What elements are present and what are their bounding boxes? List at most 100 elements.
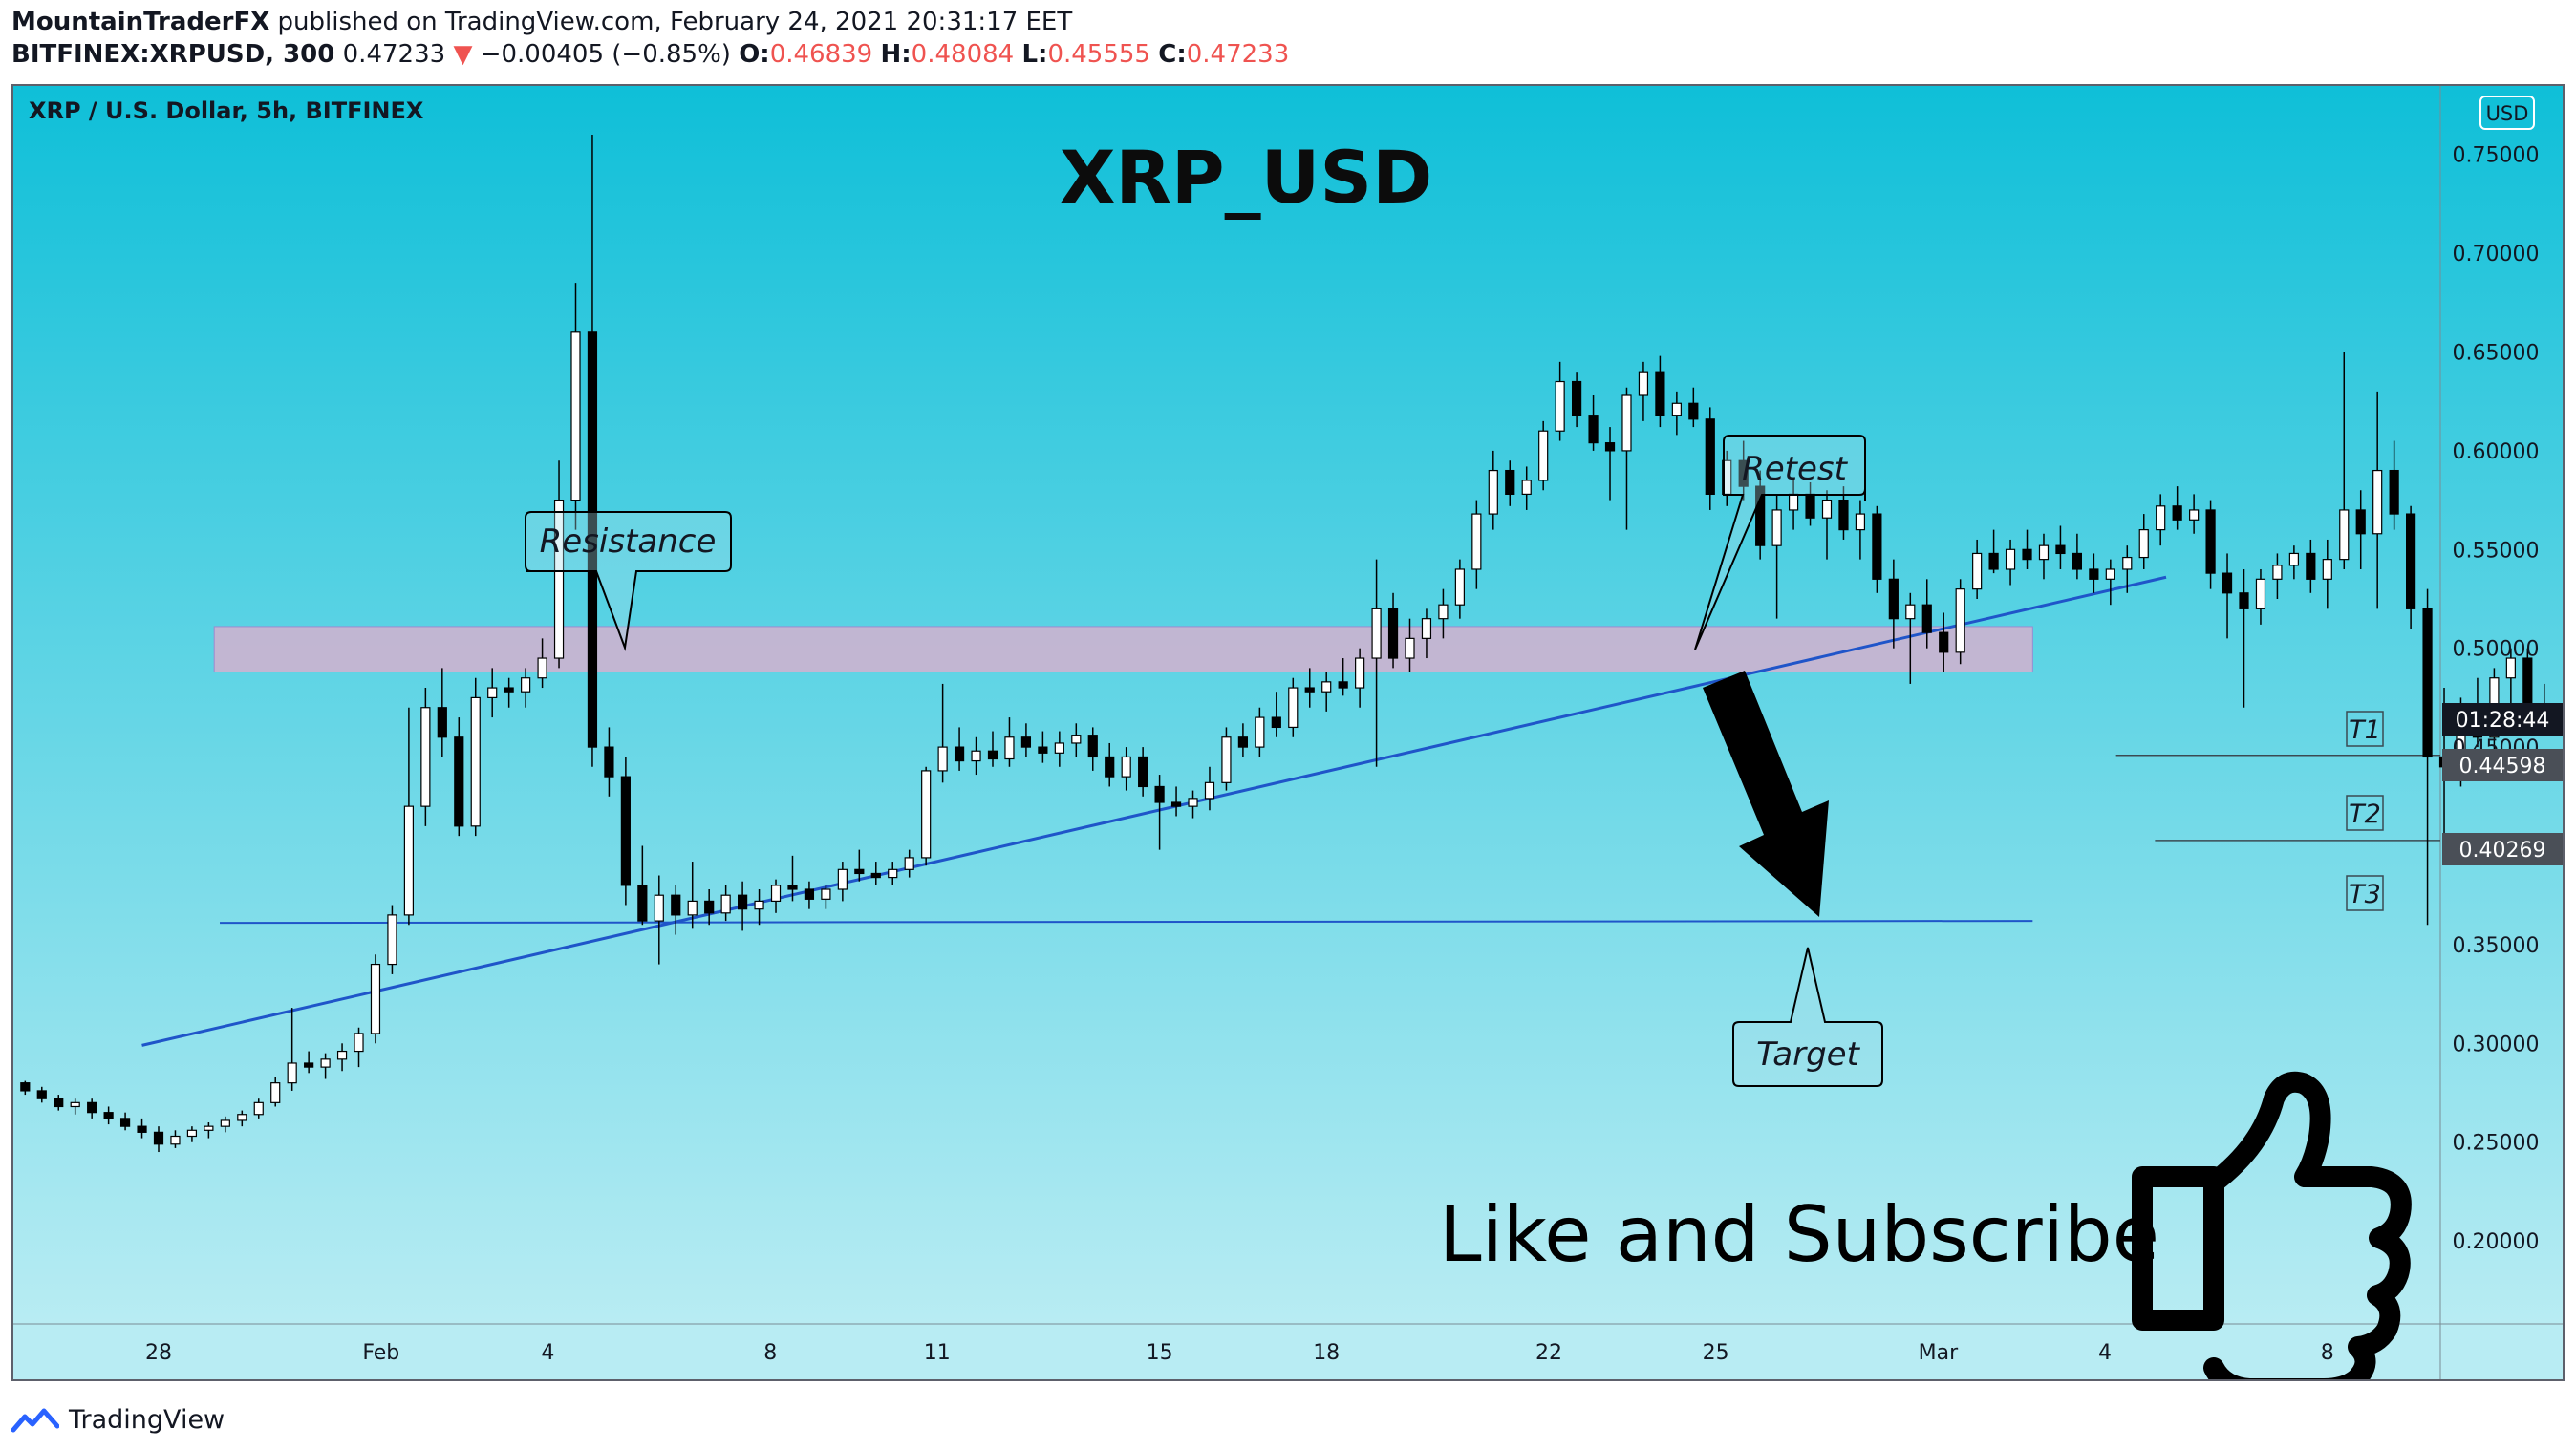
resistance-zone <box>213 626 2033 673</box>
candle <box>1604 427 1616 501</box>
resistance-callout: Resistance <box>525 511 732 651</box>
currency-badge[interactable]: USD <box>2479 96 2535 130</box>
candle-body <box>2205 509 2216 574</box>
candle <box>1888 559 1899 649</box>
y-tick-label: 0.65000 <box>2453 342 2540 366</box>
target-callout: Target <box>1732 947 1883 1087</box>
tradingview-brand[interactable]: TradingView <box>69 1404 225 1435</box>
candle <box>2389 440 2399 530</box>
low-value: 0.45555 <box>1047 40 1150 69</box>
publisher-name[interactable]: MountainTraderFX <box>11 8 270 36</box>
candle <box>36 1086 47 1103</box>
candle <box>1821 490 1833 560</box>
candle-body <box>1955 588 1965 653</box>
candle-body <box>2089 568 2099 580</box>
candle <box>570 283 581 530</box>
candle <box>437 668 447 757</box>
x-tick-label: 25 <box>1703 1341 1729 1365</box>
candle-body <box>1204 781 1215 800</box>
last-price: 0.47233 <box>342 40 446 69</box>
candle <box>671 885 681 935</box>
candle-body <box>2072 552 2082 570</box>
candle-body <box>687 900 698 916</box>
y-tick-label: 0.35000 <box>2453 934 2540 958</box>
time-axis-background <box>13 1324 2563 1379</box>
candle <box>1855 500 1866 560</box>
candle-body <box>1771 509 1782 546</box>
x-tick-label: 8 <box>2321 1341 2334 1365</box>
candle <box>454 717 464 837</box>
candle-body <box>1738 459 1749 487</box>
y-tick-label: 0.55000 <box>2453 539 2540 563</box>
candle <box>1621 387 1632 530</box>
candle-body <box>971 750 981 762</box>
candle <box>1304 668 1315 708</box>
candle <box>1105 742 1115 787</box>
ascending-trendline <box>141 575 2167 1047</box>
candle <box>1154 775 1165 850</box>
candle-body <box>1805 493 1815 519</box>
candle <box>537 638 547 689</box>
candle-body <box>1054 742 1064 754</box>
candle-body <box>821 888 831 900</box>
candle <box>1488 450 1498 530</box>
candle-body <box>2505 657 2516 679</box>
candle-body <box>1688 402 1699 420</box>
candle-body <box>854 868 865 875</box>
x-tick-label: 8 <box>763 1341 777 1365</box>
candle <box>2239 568 2249 708</box>
high-value: 0.48084 <box>911 40 1015 69</box>
candle-body <box>153 1131 164 1145</box>
candle <box>87 1098 97 1119</box>
candle-body <box>1755 485 1766 546</box>
candle <box>336 1043 348 1072</box>
candle <box>2089 553 2099 593</box>
candle-body <box>2138 529 2149 559</box>
candle <box>270 1077 281 1107</box>
close-value: 0.47233 <box>1186 40 1290 69</box>
candle-body <box>1705 418 1715 495</box>
candle <box>720 885 731 922</box>
tradingview-logo-icon[interactable] <box>11 1405 59 1434</box>
ohlc-line: BITFINEX:XRPUSD, 300 0.47233 ▼ −0.00405 … <box>11 40 1289 69</box>
candle <box>2172 486 2182 530</box>
candle <box>2372 391 2383 609</box>
candle-body <box>336 1050 348 1060</box>
t1-price-tag-label: 0.44598 <box>2459 755 2546 778</box>
candle <box>904 849 914 878</box>
price-chart[interactable]: XRP / U.S. Dollar, 5h, BITFINEX XRP_USD … <box>13 86 2563 1379</box>
high-label: H: <box>880 40 912 69</box>
candle <box>1905 592 1916 684</box>
candle-body <box>87 1101 97 1114</box>
candle <box>1138 747 1148 797</box>
candle <box>1170 786 1182 817</box>
candle-body <box>704 900 715 914</box>
candle <box>954 727 965 771</box>
candle-body <box>1588 415 1599 444</box>
candle <box>2005 539 2016 586</box>
candle-body <box>1405 637 1415 659</box>
candle-body <box>587 331 598 748</box>
candle <box>103 1106 114 1125</box>
candle <box>220 1116 230 1133</box>
target-callout-box <box>1732 947 1883 1087</box>
candle-body <box>1004 736 1015 760</box>
candle <box>403 707 414 926</box>
candle-body <box>1888 578 1899 620</box>
candle-body <box>470 696 481 827</box>
candle-body <box>754 900 764 910</box>
candle <box>370 954 381 1044</box>
candle <box>1255 707 1265 757</box>
support-target-line <box>220 920 2033 925</box>
x-tick-label: Mar <box>1919 1341 1959 1365</box>
candle <box>1988 529 1999 574</box>
candle-body <box>1421 618 1432 639</box>
candle-body <box>2255 578 2266 609</box>
candle <box>1204 766 1215 811</box>
candle <box>1671 391 1682 436</box>
candle <box>1638 361 1649 421</box>
y-tick-label: 0.50000 <box>2453 638 2540 662</box>
candle-body <box>1071 735 1082 744</box>
candle <box>870 862 881 885</box>
candle <box>937 683 948 783</box>
